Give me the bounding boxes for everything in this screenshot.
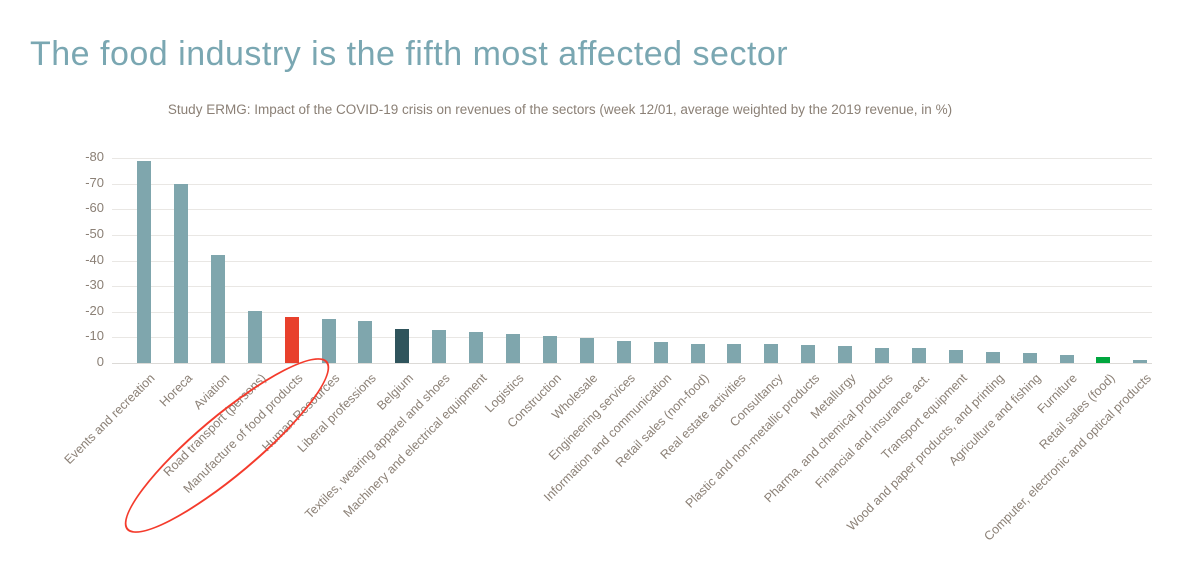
- bar: [838, 345, 853, 363]
- x-axis-label-text: Horeca: [156, 371, 195, 410]
- y-gridline: [112, 183, 1152, 185]
- bar: [948, 349, 963, 363]
- bar: [210, 255, 225, 363]
- y-gridline: [112, 311, 1152, 313]
- bar: [137, 160, 151, 363]
- bar: [432, 330, 447, 363]
- bar: [506, 334, 520, 363]
- bar: [284, 316, 299, 363]
- y-gridline: [112, 158, 1152, 160]
- y-gridline: [112, 235, 1152, 236]
- y-tick-label: -10: [85, 328, 104, 344]
- bar: [1022, 353, 1037, 363]
- y-gridline: [112, 337, 1152, 339]
- y-tick-label: -40: [85, 251, 104, 267]
- y-tick-label: -60: [85, 200, 104, 216]
- bar: [247, 310, 262, 363]
- page-title: The food industry is the fifth most affe…: [30, 34, 789, 73]
- bar: [321, 319, 336, 363]
- bar: [173, 183, 188, 363]
- x-axis-label-text: Events and recreation: [62, 371, 158, 467]
- bar: [542, 336, 557, 363]
- bar: [764, 344, 779, 363]
- bar: [395, 329, 410, 363]
- x-axis-label-text: Plastic and non-metallic products: [682, 371, 823, 511]
- bar: [579, 338, 594, 363]
- bar: [690, 343, 705, 363]
- y-tick-label: -30: [85, 277, 104, 293]
- y-tick-label: -80: [85, 149, 104, 165]
- y-gridline: [112, 209, 1152, 211]
- chart-title: Study ERMG: Impact of the COVID-19 crisi…: [167, 102, 953, 117]
- bar: [616, 341, 631, 363]
- y-gridline: [112, 286, 1152, 288]
- bar: [875, 348, 889, 363]
- bar: [1133, 360, 1148, 363]
- bar: [469, 332, 484, 363]
- y-tick-label: -70: [85, 174, 104, 190]
- y-tick-label: 0: [96, 354, 104, 369]
- bar: [727, 344, 742, 363]
- bar: [985, 351, 1000, 363]
- y-gridline: [112, 363, 1152, 364]
- bar: [358, 320, 373, 363]
- bar: [801, 344, 816, 363]
- y-tick-label: -50: [85, 226, 104, 241]
- y-gridline: [112, 260, 1152, 262]
- bar: [1096, 357, 1111, 363]
- y-tick-label: -20: [85, 302, 104, 318]
- bar: [653, 341, 668, 363]
- bar: [911, 348, 926, 363]
- bar: [1059, 355, 1074, 363]
